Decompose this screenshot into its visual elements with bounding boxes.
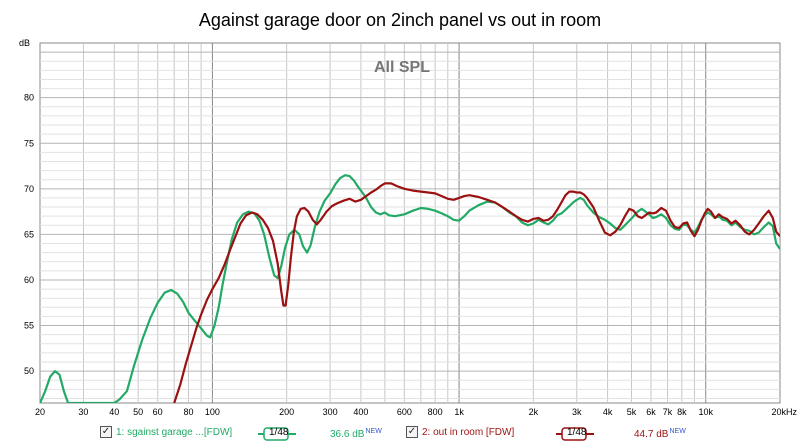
legend-label-1: 1: sgainst garage ...[FDW] <box>116 426 233 438</box>
legend-label-2: 2: out in room [FDW] <box>422 426 515 438</box>
y-tick-label: 80 <box>24 93 34 103</box>
legend: ✓ 1: sgainst garage ...[FDW] 1/48 36.6 d… <box>0 424 800 446</box>
x-tick-label: 600 <box>397 407 412 417</box>
plot-label: All SPL <box>374 59 430 76</box>
level-value-2: 44.7 dB <box>634 429 669 440</box>
x-tick-label: 4k <box>603 407 613 417</box>
smoothing-label-2: 1/48 <box>567 427 587 438</box>
legend-checkbox-2[interactable]: ✓ <box>406 426 418 438</box>
x-tick-label: 30 <box>78 407 88 417</box>
x-tick-label: 300 <box>323 407 338 417</box>
y-tick-label: 60 <box>24 275 34 285</box>
x-tick-label: 3k <box>572 407 582 417</box>
plot-frame <box>39 42 781 404</box>
x-tick-label: 400 <box>353 407 368 417</box>
level-badge-1: NEW <box>365 428 382 435</box>
x-tick-label: 800 <box>428 407 443 417</box>
y-tick-label: 70 <box>24 184 34 194</box>
legend-level-2: 44.7 dBNEW <box>634 428 686 440</box>
x-tick-label: 200 <box>279 407 294 417</box>
smoothing-selector-1[interactable]: 1/48 <box>258 427 296 441</box>
legend-level-1: 36.6 dBNEW <box>330 428 382 440</box>
series-line-2 <box>173 182 780 403</box>
legend-item-1[interactable]: ✓ 1: sgainst garage ...[FDW] <box>100 426 232 438</box>
legend-item-2[interactable]: ✓ 2: out in room [FDW] <box>406 426 514 438</box>
x-tick-label: 20kHz <box>771 407 797 417</box>
y-tick-label: 75 <box>24 138 34 148</box>
y-tick-label: 50 <box>24 366 34 376</box>
level-value-1: 36.6 dB <box>330 429 365 440</box>
y-tick-label: 65 <box>24 229 34 239</box>
series-line-1 <box>40 174 780 403</box>
y-tick-label: 55 <box>24 321 34 331</box>
x-tick-label: 80 <box>184 407 194 417</box>
x-tick-label: 60 <box>153 407 163 417</box>
level-badge-2: NEW <box>669 428 686 435</box>
legend-checkbox-1[interactable]: ✓ <box>100 426 112 438</box>
smoothing-label-1: 1/48 <box>269 427 289 438</box>
x-tick-label: 2k <box>529 407 539 417</box>
x-tick-label: 100 <box>205 407 220 417</box>
x-tick-label: 6k <box>646 407 656 417</box>
x-tick-label: 5k <box>627 407 637 417</box>
x-tick-label: 8k <box>677 407 687 417</box>
x-tick-label: 40 <box>109 407 119 417</box>
spl-chart: Against garage door on 2inch panel vs ou… <box>19 10 798 417</box>
grid-lines <box>40 43 780 403</box>
chart-title: Against garage door on 2inch panel vs ou… <box>199 10 601 30</box>
axis-ticks: 50 55 60 65 70 75 80 20 30 40 50 60 80 100 200 300 400 60… <box>24 93 798 417</box>
x-tick-label: 1k <box>454 407 464 417</box>
y-axis-label: dB <box>19 38 30 48</box>
x-tick-label: 20 <box>35 407 45 417</box>
x-tick-label: 50 <box>133 407 143 417</box>
smoothing-selector-2[interactable]: 1/48 <box>556 427 594 441</box>
series-lines <box>40 174 780 403</box>
x-tick-label: 10k <box>698 407 713 417</box>
x-tick-label: 7k <box>663 407 673 417</box>
